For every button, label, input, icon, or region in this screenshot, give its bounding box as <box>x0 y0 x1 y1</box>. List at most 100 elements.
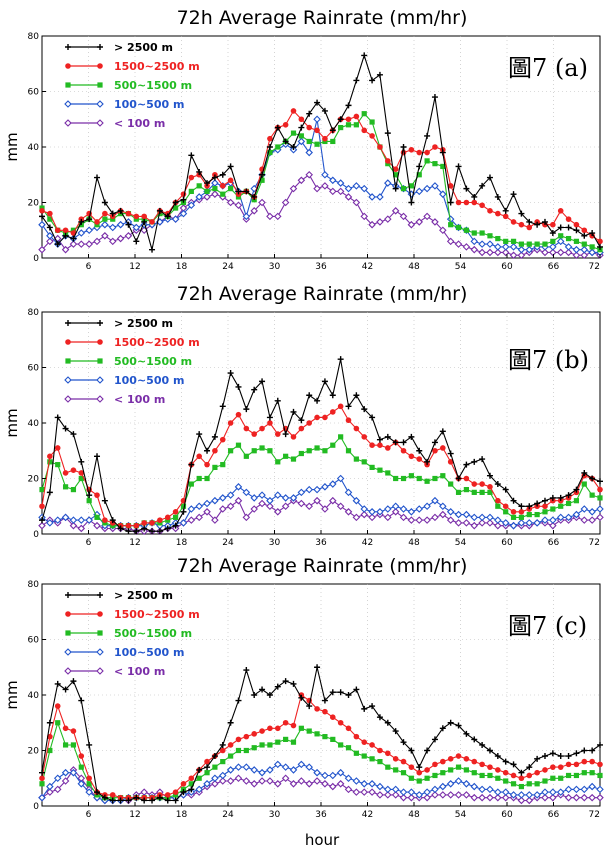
data-point <box>550 775 556 781</box>
x-tick-label: 36 <box>315 538 327 548</box>
data-point <box>377 467 383 473</box>
data-point <box>455 475 462 482</box>
panel-title: 72h Average Rainrate (mm/hr) <box>177 555 468 577</box>
data-point <box>242 488 251 497</box>
data-point <box>596 505 604 513</box>
data-point <box>305 148 313 157</box>
data-point <box>259 445 265 451</box>
data-point <box>204 447 211 454</box>
data-point <box>180 508 187 515</box>
data-point <box>423 793 431 802</box>
data-point <box>321 107 328 114</box>
data-point <box>250 494 258 502</box>
data-point <box>94 789 101 796</box>
data-point <box>322 708 328 715</box>
data-point <box>321 771 329 780</box>
data-point <box>573 238 580 244</box>
data-point <box>251 431 257 437</box>
data-point <box>454 777 463 785</box>
data-point <box>164 514 171 521</box>
data-point <box>187 516 196 524</box>
data-point <box>439 782 447 791</box>
data-point <box>526 781 532 787</box>
data-point <box>471 458 478 465</box>
data-point <box>39 781 45 787</box>
data-point <box>369 133 375 139</box>
data-point <box>117 207 124 214</box>
data-point <box>141 218 148 225</box>
x-tick-label: 24 <box>222 538 234 548</box>
data-point <box>70 235 77 242</box>
data-point <box>534 769 540 776</box>
x-tick-label: 18 <box>176 262 188 272</box>
data-point <box>266 414 273 421</box>
data-point <box>416 149 423 156</box>
data-point <box>211 433 218 440</box>
data-point <box>501 519 510 527</box>
data-point <box>101 497 108 504</box>
data-point <box>329 480 337 488</box>
data-point <box>235 188 242 195</box>
data-point <box>218 771 227 780</box>
data-point <box>337 403 344 410</box>
data-point <box>549 494 556 501</box>
data-point <box>172 797 179 804</box>
data-point <box>54 241 61 248</box>
data-point <box>471 199 478 206</box>
data-point <box>281 198 290 207</box>
data-point <box>463 461 470 468</box>
data-point <box>204 188 210 194</box>
legend-label: 500~1500 m <box>114 355 192 368</box>
data-point <box>361 406 368 413</box>
data-point <box>360 780 369 788</box>
data-point <box>580 785 589 794</box>
data-point <box>344 785 353 794</box>
legend: > 2500 m 1500~2500 m 500~1500 m 100~500 m < … <box>64 41 200 130</box>
data-point <box>542 509 548 515</box>
data-point <box>509 251 518 260</box>
data-point <box>164 797 171 804</box>
data-point <box>580 245 589 254</box>
data-point <box>344 508 353 516</box>
data-point <box>494 753 501 760</box>
legend-label: < 100 m <box>114 117 165 130</box>
data-point <box>266 766 274 774</box>
data-point <box>218 505 227 513</box>
data-point <box>589 747 596 754</box>
data-point <box>588 508 596 516</box>
y-ticks: 0 20 40 60 80 <box>28 580 46 812</box>
data-point <box>448 481 454 487</box>
x-tick-label: 24 <box>222 810 234 820</box>
data-point <box>211 190 219 198</box>
data-point <box>487 764 493 770</box>
data-point <box>416 456 423 462</box>
data-point <box>62 742 69 748</box>
legend-marker <box>97 82 103 88</box>
data-point <box>549 788 557 796</box>
data-point <box>251 692 258 698</box>
y-tick-label: 40 <box>28 143 40 153</box>
x-tick-label: 12 <box>129 262 140 272</box>
data-point <box>393 475 399 482</box>
data-point <box>439 510 447 519</box>
data-point <box>267 742 273 748</box>
data-point <box>494 481 501 488</box>
data-point <box>55 462 61 468</box>
data-point <box>494 248 502 257</box>
data-point <box>54 227 61 234</box>
data-point <box>242 212 251 221</box>
data-point <box>132 223 141 232</box>
x-tick-label: 42 <box>362 262 373 272</box>
data-point <box>266 502 274 511</box>
data-point <box>86 781 92 787</box>
data-point <box>258 768 266 777</box>
data-point <box>235 747 242 754</box>
data-point <box>46 788 54 796</box>
data-point <box>77 516 86 524</box>
data-point <box>408 453 415 460</box>
legend-label: > 2500 m <box>114 41 173 54</box>
data-point <box>376 714 383 721</box>
data-point <box>321 378 328 385</box>
legend: > 2500 m 1500~2500 m 500~1500 m 100~500 m < … <box>64 317 200 406</box>
data-point <box>314 127 320 134</box>
